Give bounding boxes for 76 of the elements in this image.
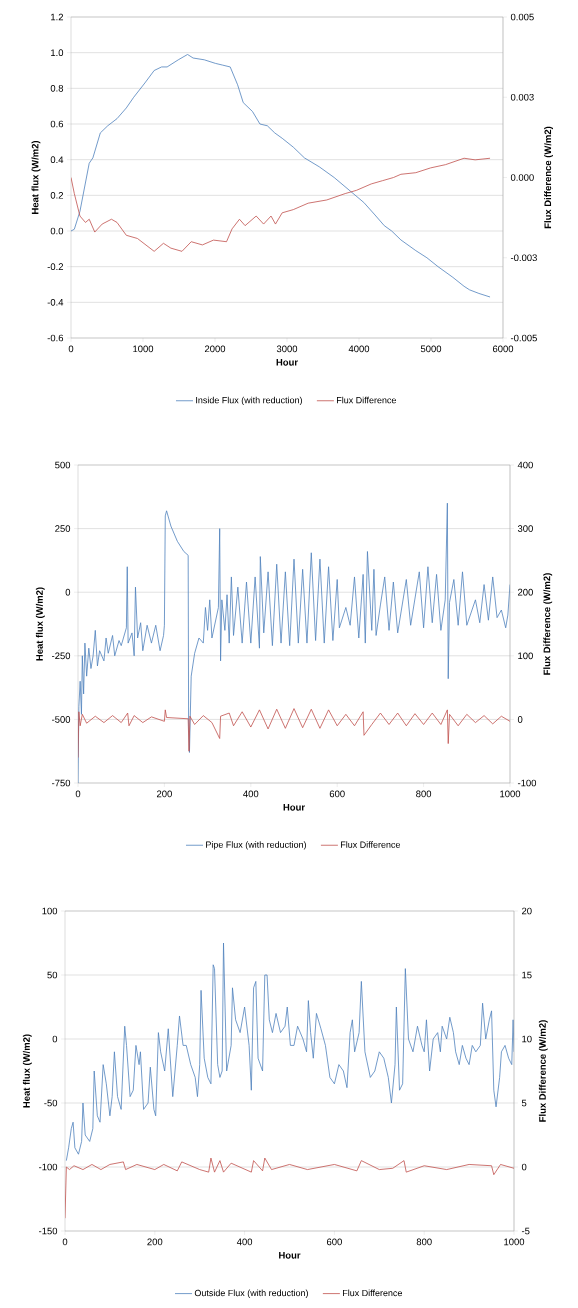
y-tick-label: -0.2 xyxy=(47,263,64,271)
y-tick-label: -250 xyxy=(51,652,71,660)
y-tick-label: -100 xyxy=(38,1163,58,1171)
y2-tick-label: -100 xyxy=(517,779,537,787)
y-tick-label: -150 xyxy=(38,1227,58,1235)
y-tick-label: 500 xyxy=(55,461,71,469)
y-tick-label: 0.4 xyxy=(50,156,64,164)
y-tick-label: -750 xyxy=(51,779,71,787)
line-series xyxy=(65,1157,515,1219)
y-tick-label: 0.6 xyxy=(50,120,64,128)
line-series xyxy=(78,502,511,784)
x-tick-label: 600 xyxy=(329,790,345,798)
y2-tick-label: 15 xyxy=(522,971,532,979)
legend-label: Pipe Flux (with reduction) xyxy=(206,841,306,850)
legend-label: Flux Difference xyxy=(337,396,397,404)
y-tick-label: -0.6 xyxy=(47,334,64,342)
y2-tick-label: 0.005 xyxy=(510,13,534,21)
y2-tick-label: 300 xyxy=(517,525,533,532)
y2-tick-label: 100 xyxy=(518,652,533,660)
x-tick-label: 200 xyxy=(147,1238,163,1246)
y2-tick-label: 0 xyxy=(521,1163,527,1171)
y-tick-label: 50 xyxy=(47,971,58,979)
x-tick-label: 3000 xyxy=(276,345,298,353)
x-tick-label: 200 xyxy=(156,790,172,798)
x-tick-label: 6000 xyxy=(492,345,514,353)
y-axis-title: Heat flux (W/m2) xyxy=(22,1034,32,1108)
y2-tick-label: 200 xyxy=(517,588,533,596)
y2-tick-label: 0.003 xyxy=(510,93,534,101)
y2-axis-title: Flux Difference (W/m2) xyxy=(538,1020,548,1122)
legend-label: Outside Flux (with reduction) xyxy=(194,1289,308,1298)
y2-tick-label: 5 xyxy=(521,1099,527,1107)
y-tick-label: 0.2 xyxy=(50,191,64,199)
y2-tick-label: 0.000 xyxy=(510,174,534,181)
y-tick-label: -500 xyxy=(51,716,71,723)
y-tick-label: 1.2 xyxy=(51,13,64,21)
y2-tick-label: 20 xyxy=(521,907,532,915)
x-tick-label: 0 xyxy=(75,790,81,798)
y2-tick-label: 10 xyxy=(522,1035,532,1043)
y2-tick-label: -5 xyxy=(521,1227,530,1235)
x-tick-label: 1000 xyxy=(133,345,154,353)
y-axis-title: Heat flux (W/m2) xyxy=(31,140,41,214)
line-series xyxy=(71,157,491,252)
y-tick-label: 0 xyxy=(65,588,71,596)
x-tick-label: 5000 xyxy=(420,345,442,353)
y-tick-label: 0.8 xyxy=(50,84,64,92)
y2-tick-label: 0 xyxy=(517,716,523,723)
legend-label: Inside Flux (with reduction) xyxy=(196,396,302,406)
y-tick-label: 250 xyxy=(55,525,71,532)
x-tick-label: 1000 xyxy=(500,790,521,798)
y2-tick-label: -0.003 xyxy=(510,254,537,262)
x-tick-label: 2000 xyxy=(204,345,226,353)
x-tick-label: 400 xyxy=(243,790,259,798)
y-tick-label: 1.0 xyxy=(51,49,64,57)
x-tick-label: 4000 xyxy=(348,345,370,353)
y2-axis-title: Flux Difference (W/m2) xyxy=(543,573,553,675)
y-axis-title: Heat flux (W/m2) xyxy=(35,587,45,661)
y-tick-label: 0 xyxy=(52,1035,58,1043)
y-tick-label: -0.4 xyxy=(47,298,64,306)
x-tick-label: 800 xyxy=(416,1238,432,1246)
y2-tick-label: -0.005 xyxy=(510,334,537,342)
x-axis-title: Hour xyxy=(276,359,298,366)
x-axis-title: Hour xyxy=(279,1252,301,1259)
x-axis-title: Hour xyxy=(283,804,305,811)
x-tick-label: 800 xyxy=(416,790,432,798)
y-tick-label: 100 xyxy=(42,907,58,915)
y2-tick-label: 400 xyxy=(517,461,533,469)
legend-label: Flux Difference xyxy=(341,841,401,848)
x-tick-label: 400 xyxy=(236,1238,253,1246)
line-series xyxy=(65,942,515,1162)
y2-axis-title: Flux Difference (W/m2) xyxy=(544,126,554,229)
y-tick-label: -50 xyxy=(44,1099,58,1107)
line-series xyxy=(78,708,511,758)
x-tick-label: 600 xyxy=(326,1238,342,1246)
legend-label: Flux Difference xyxy=(343,1289,403,1297)
x-tick-label: 1000 xyxy=(504,1238,525,1246)
y-tick-label: 0.0 xyxy=(50,227,64,235)
